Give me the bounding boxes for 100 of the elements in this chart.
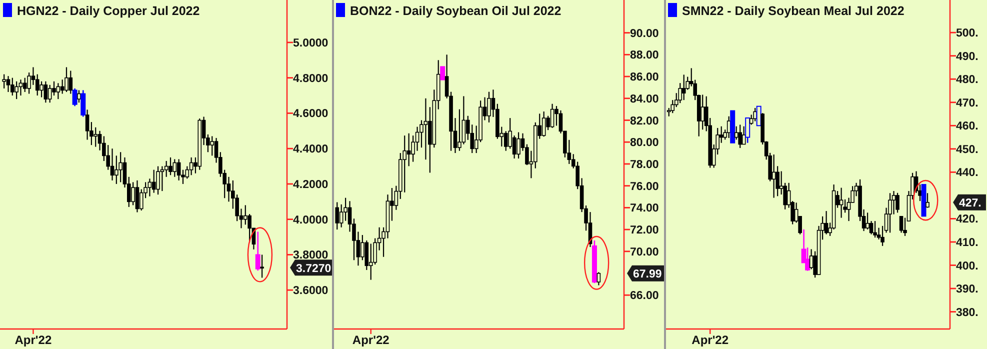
y-tick-label: 82.00 — [630, 115, 659, 128]
candlestick — [756, 106, 762, 126]
y-tick-label: 390. — [956, 284, 978, 296]
x-tick-label: Apr'22 — [692, 333, 729, 347]
y-tick-label: 74.00 — [630, 202, 659, 215]
candlestick — [335, 202, 340, 230]
y-tick-label: 66.00 — [630, 290, 659, 302]
candlestick — [18, 79, 23, 96]
y-tick-label: 380. — [956, 306, 978, 319]
candlestick — [80, 90, 86, 118]
candlestick — [682, 74, 686, 101]
candlestick — [52, 80, 56, 96]
y-tick-label: 470. — [956, 97, 978, 110]
y-tick-label: 4.8000 — [293, 72, 328, 85]
text: 67.99 — [633, 268, 662, 281]
candlestick — [805, 246, 810, 272]
candlestick — [118, 152, 122, 183]
candlestick — [85, 109, 90, 140]
candlestick — [64, 66, 68, 93]
text: 3.7270 — [296, 262, 332, 275]
candlestick — [772, 154, 776, 198]
candlestick — [152, 169, 156, 194]
y-tick-label: 3.6000 — [293, 285, 328, 298]
candlestick — [77, 90, 81, 104]
y-tick-label: 90.00 — [630, 28, 659, 40]
y-tick-label: 480. — [956, 74, 978, 86]
candlestick — [866, 212, 870, 230]
chart-title: BON22 - Daily Soybean Oil Jul 2022 — [350, 4, 562, 18]
x-tick-label: Apr'22 — [14, 333, 52, 347]
candlestick — [131, 182, 135, 206]
candlestick — [745, 117, 750, 144]
y-tick-label: 410. — [956, 237, 978, 250]
candlestick — [148, 178, 152, 197]
y-tick-label: 3.8000 — [293, 250, 328, 262]
candlestick — [424, 98, 428, 160]
y-tick-label: 76.00 — [630, 180, 659, 193]
candlestick — [2, 74, 6, 89]
y-tick-label: 80.00 — [630, 137, 659, 150]
candlestick — [172, 158, 177, 178]
candlestick — [10, 77, 14, 96]
candlestick — [68, 70, 73, 94]
candlestick — [6, 76, 10, 93]
y-tick-label: 72.00 — [630, 224, 659, 237]
y-tick-label: 460. — [956, 120, 978, 133]
candlestick — [226, 176, 231, 202]
y-tick-label: 500. — [956, 28, 978, 40]
candlestick — [504, 130, 508, 152]
candlestick — [415, 126, 420, 152]
candlestick — [487, 91, 491, 123]
y-tick-label: 86.00 — [630, 72, 659, 84]
text: 427. — [959, 198, 982, 210]
chart-title: HGN22 - Daily Copper Jul 2022 — [17, 4, 200, 18]
candlestick — [440, 66, 446, 80]
y-tick-label: 88.00 — [630, 50, 659, 62]
y-tick-label: 4.0000 — [293, 214, 328, 226]
candlestick — [156, 166, 160, 196]
candlestick — [888, 192, 892, 234]
candlestick — [56, 82, 60, 100]
candlestick — [550, 103, 554, 128]
candlestick — [40, 80, 44, 98]
candlestick — [255, 231, 260, 272]
candlestick — [168, 156, 172, 176]
candlestick — [596, 272, 601, 286]
candlestick — [406, 132, 411, 167]
candlestick — [542, 110, 546, 138]
candlestick — [926, 192, 930, 208]
candlestick — [110, 148, 114, 181]
candlestick — [462, 96, 466, 145]
candlestick — [176, 158, 181, 181]
y-tick-label: 4.4000 — [293, 144, 328, 156]
candlestick — [896, 192, 900, 214]
y-tick-label: 400. — [956, 260, 978, 272]
candlestick — [44, 80, 48, 104]
y-tick-label: 4.6000 — [293, 108, 328, 120]
candlestick — [210, 136, 214, 156]
y-tick-label: 5.0000 — [293, 37, 328, 50]
candlestick — [94, 126, 98, 148]
candlestick — [339, 204, 344, 228]
y-tick-label: 70.00 — [630, 246, 659, 258]
y-tick-label: 440. — [956, 167, 978, 180]
y-tick-label: 450. — [956, 144, 978, 156]
candlestick — [72, 88, 78, 107]
candlestick — [189, 156, 194, 176]
y-tick-label: 78.00 — [630, 158, 659, 171]
candlestick — [839, 187, 844, 218]
candlestick — [243, 204, 248, 226]
candlestick — [512, 134, 516, 160]
candlestick — [700, 94, 705, 130]
candlestick — [873, 220, 877, 238]
y-tick-label: 490. — [956, 50, 978, 63]
y-tick-label: 84.00 — [630, 93, 659, 106]
chart-title: SMN22 - Daily Soybean Meal Jul 2022 — [682, 4, 904, 18]
candlestick — [734, 126, 738, 140]
candlestick — [114, 155, 118, 185]
candlestick — [14, 80, 18, 100]
candlestick — [135, 180, 140, 213]
candlestick — [738, 124, 742, 149]
y-tick-label: 420. — [956, 214, 978, 226]
candlestick — [160, 166, 164, 192]
candlestick — [516, 132, 520, 160]
